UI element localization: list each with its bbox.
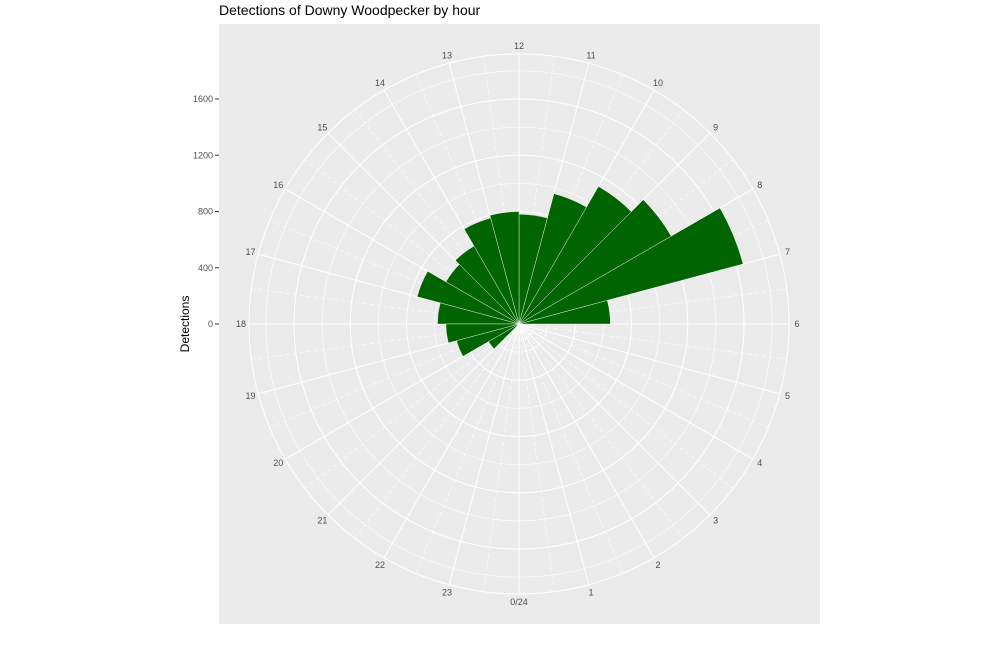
- hour-label: 16: [273, 180, 283, 190]
- bar-hour-16: [416, 270, 520, 325]
- y-axis: 0 400 800 1200 1600: [193, 94, 219, 329]
- hour-label: 7: [785, 247, 790, 257]
- major-radial-line: [518, 323, 780, 395]
- y-tick-label: 400: [198, 263, 213, 273]
- hour-label: 5: [785, 391, 790, 401]
- hour-label: 21: [317, 516, 327, 526]
- bar-hour-17: [437, 302, 520, 325]
- hour-label: 23: [442, 588, 452, 598]
- major-radial-line: [448, 323, 520, 585]
- hour-label: 3: [713, 516, 718, 526]
- major-radial-line: [518, 323, 754, 460]
- hour-label: 22: [375, 560, 385, 570]
- bar-hour-12: [489, 211, 520, 325]
- hour-label: 17: [245, 247, 255, 257]
- hour-label: 8: [757, 180, 762, 190]
- y-tick-label: 0: [208, 319, 213, 329]
- hour-label: 14: [375, 78, 385, 88]
- y-tick-label: 1200: [193, 150, 213, 160]
- bars: [416, 186, 744, 357]
- hour-label: 18: [236, 319, 246, 329]
- major-radial-line: [383, 323, 520, 559]
- y-tick-label: 800: [198, 207, 213, 217]
- hour-label: 0/24: [510, 597, 528, 607]
- hour-labels: 0/24123456789101112131415161718192021222…: [236, 41, 800, 607]
- bar-hour-10: [518, 193, 587, 325]
- major-radial-line: [518, 323, 655, 559]
- hour-label: 10: [653, 78, 663, 88]
- bar-hour-14: [455, 245, 520, 325]
- bar-hour-13: [463, 217, 520, 325]
- hour-label: 6: [794, 319, 799, 329]
- hour-label: 20: [273, 458, 283, 468]
- bar-hour-7: [518, 207, 744, 325]
- hour-label: 4: [757, 458, 762, 468]
- hour-label: 13: [442, 51, 452, 61]
- bar-hour-19: [456, 323, 520, 357]
- bar-hour-9: [518, 186, 632, 325]
- major-radial-line: [518, 323, 590, 585]
- major-radial-line: [327, 323, 520, 516]
- hour-label: 11: [586, 51, 595, 61]
- chart-title: Detections of Downy Woodpecker by hour: [219, 2, 481, 18]
- hour-label: 1: [588, 588, 593, 598]
- hour-label: 2: [655, 560, 660, 570]
- major-radial-line: [518, 323, 711, 516]
- hour-label: 15: [317, 122, 327, 132]
- y-tick-label: 1600: [193, 94, 213, 104]
- bar-hour-8: [518, 199, 672, 325]
- hour-label: 12: [514, 41, 524, 51]
- hour-label: 19: [245, 391, 255, 401]
- hour-label: 9: [713, 122, 718, 132]
- bar-hour-20: [488, 323, 520, 350]
